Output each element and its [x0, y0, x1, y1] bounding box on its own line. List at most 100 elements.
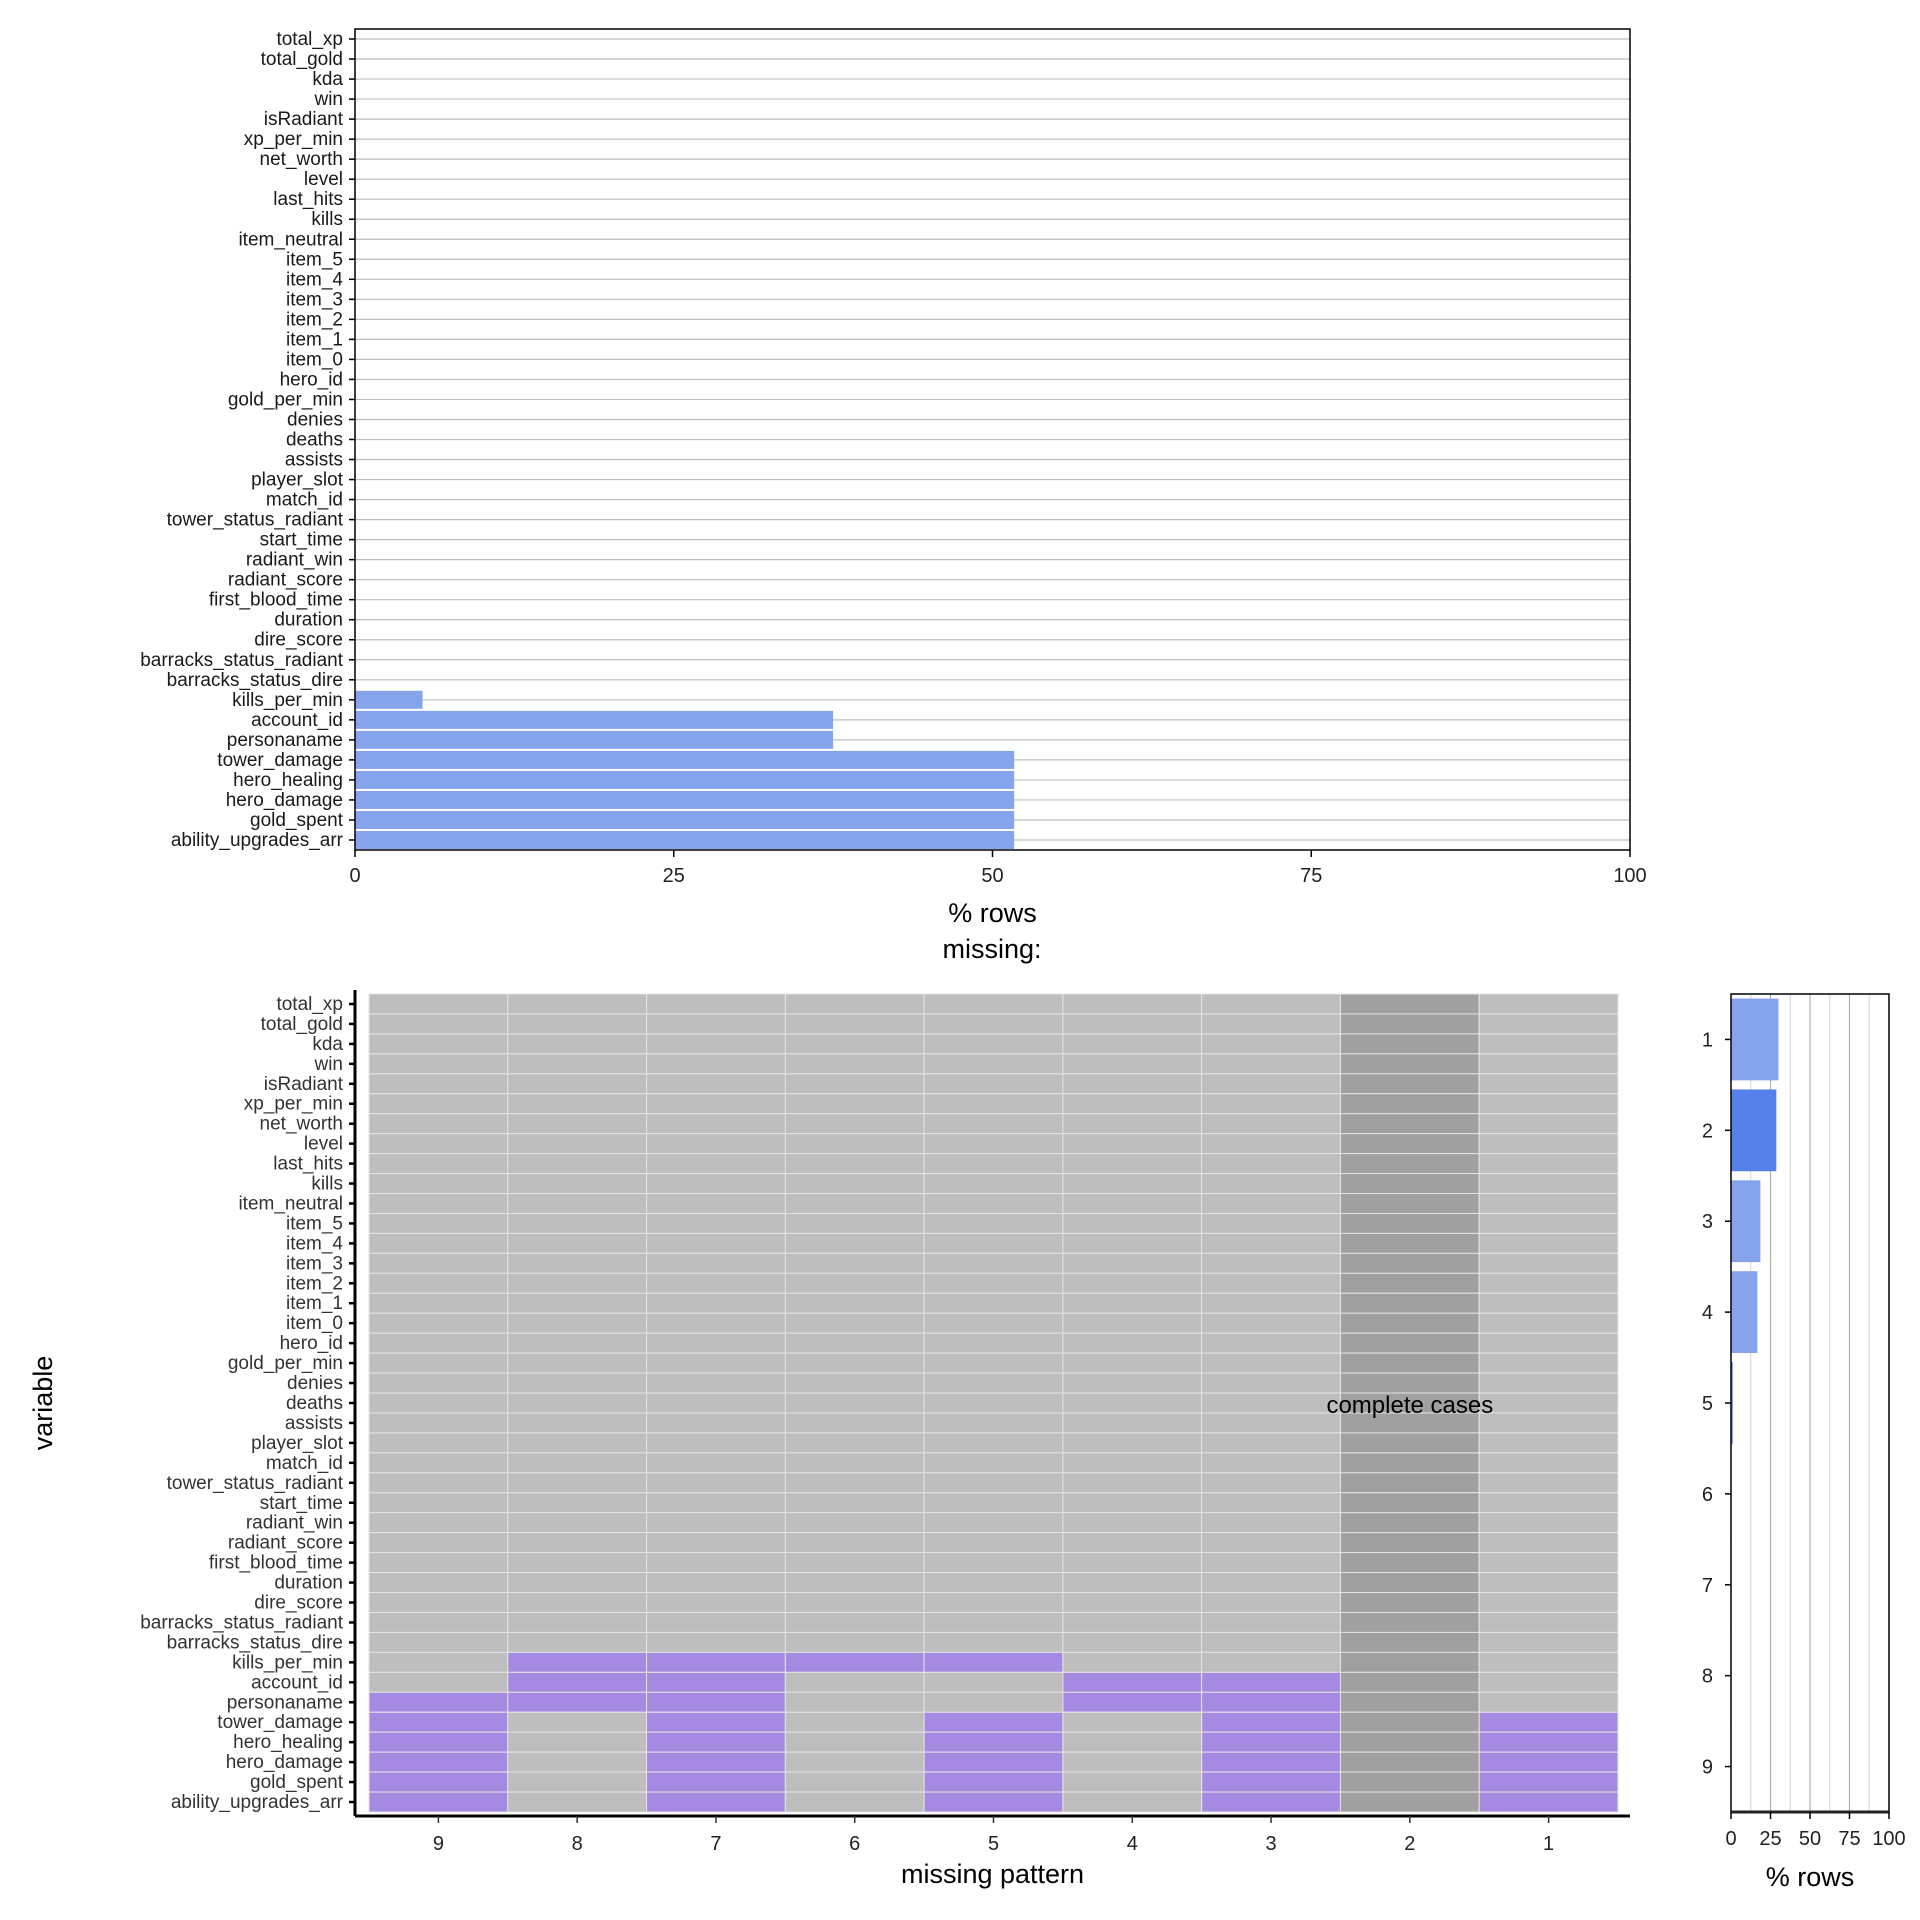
tile-item_4-8 — [507, 1232, 648, 1254]
tile-item_2-2 — [1339, 1272, 1480, 1294]
tile-total_xp-8 — [507, 993, 648, 1015]
x-tick-label: 75 — [1838, 1828, 1860, 1850]
y-tick-label: gold_spent — [250, 1772, 344, 1793]
tile-account_id-9 — [368, 1671, 509, 1693]
tile-net_worth-1 — [1478, 1113, 1619, 1135]
y-tick-label: item_0 — [286, 349, 343, 370]
tile-item_5-2 — [1339, 1212, 1480, 1234]
tile-net_worth-7 — [646, 1113, 786, 1135]
tile-isRadiant-4 — [1062, 1073, 1203, 1095]
tile-last_hits-4 — [1062, 1153, 1203, 1175]
tile-dire_score-4 — [1062, 1592, 1203, 1613]
tile-start_time-6 — [784, 1492, 925, 1514]
tile-personaname-8 — [507, 1691, 648, 1713]
tile-total_gold-2 — [1339, 1013, 1480, 1035]
tile-kills-9 — [368, 1173, 509, 1195]
tile-tower_status_radiant-6 — [784, 1472, 925, 1494]
y-tick-label: barracks_status_dire — [167, 1632, 343, 1653]
tile-win-1 — [1478, 1053, 1619, 1075]
tile-item_0-6 — [784, 1312, 925, 1334]
tile-item_1-8 — [507, 1292, 648, 1314]
tile-kda-4 — [1062, 1033, 1203, 1055]
tile-gold_per_min-7 — [646, 1352, 786, 1374]
tile-denies-6 — [784, 1372, 925, 1394]
y-tick-label: personaname — [227, 1692, 343, 1713]
complete-cases-annotation: complete cases — [1326, 1392, 1493, 1419]
tile-isRadiant-9 — [368, 1073, 509, 1095]
tile-gold_per_min-3 — [1201, 1352, 1341, 1374]
x-tick-label: 1 — [1543, 1833, 1554, 1855]
tile-level-2 — [1339, 1133, 1480, 1155]
tile-match_id-7 — [646, 1452, 786, 1474]
tile-xp_per_min-1 — [1478, 1093, 1619, 1115]
tile-tower_damage-1 — [1478, 1711, 1619, 1733]
tile-gold_spent-9 — [368, 1771, 509, 1793]
tile-dire_score-5 — [923, 1592, 1064, 1613]
y-tick-label: item_5 — [286, 1213, 343, 1234]
y-tick-label: first_blood_time — [209, 1553, 343, 1574]
tile-start_time-1 — [1478, 1492, 1619, 1514]
y-tick-label: account_id — [251, 1672, 343, 1693]
tile-tower_status_radiant-8 — [507, 1472, 648, 1494]
tile-item_1-3 — [1201, 1292, 1341, 1314]
tile-ability_upgrades_arr-8 — [507, 1791, 648, 1813]
tile-kda-1 — [1478, 1033, 1619, 1055]
tile-item_5-9 — [368, 1212, 509, 1234]
tile-tower_damage-8 — [507, 1711, 648, 1733]
x-tick-label: 50 — [1799, 1828, 1821, 1850]
tile-item_0-8 — [507, 1312, 648, 1334]
tile-tower_damage-2 — [1339, 1711, 1480, 1733]
bar-hero_damage — [355, 790, 1015, 809]
x-tick-label: 25 — [663, 865, 685, 887]
tile-tower_status_radiant-1 — [1478, 1472, 1619, 1494]
tile-ability_upgrades_arr-4 — [1062, 1791, 1203, 1813]
tile-barracks_status_radiant-1 — [1478, 1611, 1619, 1633]
tile-account_id-6 — [784, 1671, 925, 1693]
tile-gold_spent-5 — [923, 1771, 1064, 1793]
tile-total_gold-9 — [368, 1013, 509, 1035]
tile-start_time-9 — [368, 1492, 509, 1514]
tile-gold_spent-8 — [507, 1771, 648, 1793]
bar-gold_spent — [355, 810, 1015, 829]
tile-denies-9 — [368, 1372, 509, 1394]
pattern-frequency-chart: 1 2 3 4 5 6 7 8 9 0 25 50 75 100 % rows — [1702, 993, 1906, 1892]
tile-item_1-6 — [784, 1292, 925, 1314]
y-tick-label: player_slot — [251, 1433, 344, 1454]
tile-match_id-6 — [784, 1452, 925, 1474]
x-tick-label: 0 — [349, 865, 360, 887]
tile-barracks_status_radiant-3 — [1201, 1611, 1341, 1633]
tile-match_id-1 — [1478, 1452, 1619, 1474]
tile-duration-3 — [1201, 1572, 1341, 1594]
tile-isRadiant-6 — [784, 1073, 925, 1095]
y-tick-label: radiant_win — [246, 1513, 343, 1534]
tile-gold_per_min-8 — [507, 1352, 648, 1374]
x-axis-title: % rows — [1766, 1862, 1855, 1892]
tile-ability_upgrades_arr-6 — [784, 1791, 925, 1813]
tile-tower_status_radiant-5 — [923, 1472, 1064, 1494]
tile-kills_per_min-6 — [784, 1651, 925, 1673]
y-tick-label: match_id — [266, 1453, 343, 1474]
y-tick-label: denies — [287, 1373, 343, 1394]
tile-hero_healing-7 — [646, 1731, 786, 1753]
y-tick-label: 9 — [1702, 1757, 1713, 1779]
tile-hero_id-5 — [923, 1332, 1064, 1354]
tile-last_hits-8 — [507, 1153, 648, 1175]
y-tick-label: net_worth — [260, 1114, 343, 1135]
bar-pattern-3 — [1731, 1180, 1761, 1263]
y-tick-label: xp_per_min — [244, 1094, 343, 1115]
y-tick-label: hero_id — [280, 369, 343, 390]
tile-tower_damage-4 — [1062, 1711, 1203, 1733]
tile-account_id-7 — [646, 1671, 786, 1693]
tile-kills_per_min-4 — [1062, 1651, 1203, 1673]
tile-item_4-5 — [923, 1232, 1064, 1254]
tile-dire_score-8 — [507, 1592, 648, 1613]
tile-ability_upgrades_arr-5 — [923, 1791, 1064, 1813]
bar-pattern-4 — [1731, 1271, 1758, 1354]
tile-isRadiant-8 — [507, 1073, 648, 1095]
tile-xp_per_min-7 — [646, 1093, 786, 1115]
y-tick-label: 4 — [1702, 1302, 1713, 1324]
tile-radiant_score-1 — [1478, 1532, 1619, 1554]
y-tick-label: tower_damage — [217, 1712, 343, 1733]
tile-gold_spent-2 — [1339, 1771, 1480, 1793]
y-tick-label: 2 — [1702, 1120, 1713, 1142]
